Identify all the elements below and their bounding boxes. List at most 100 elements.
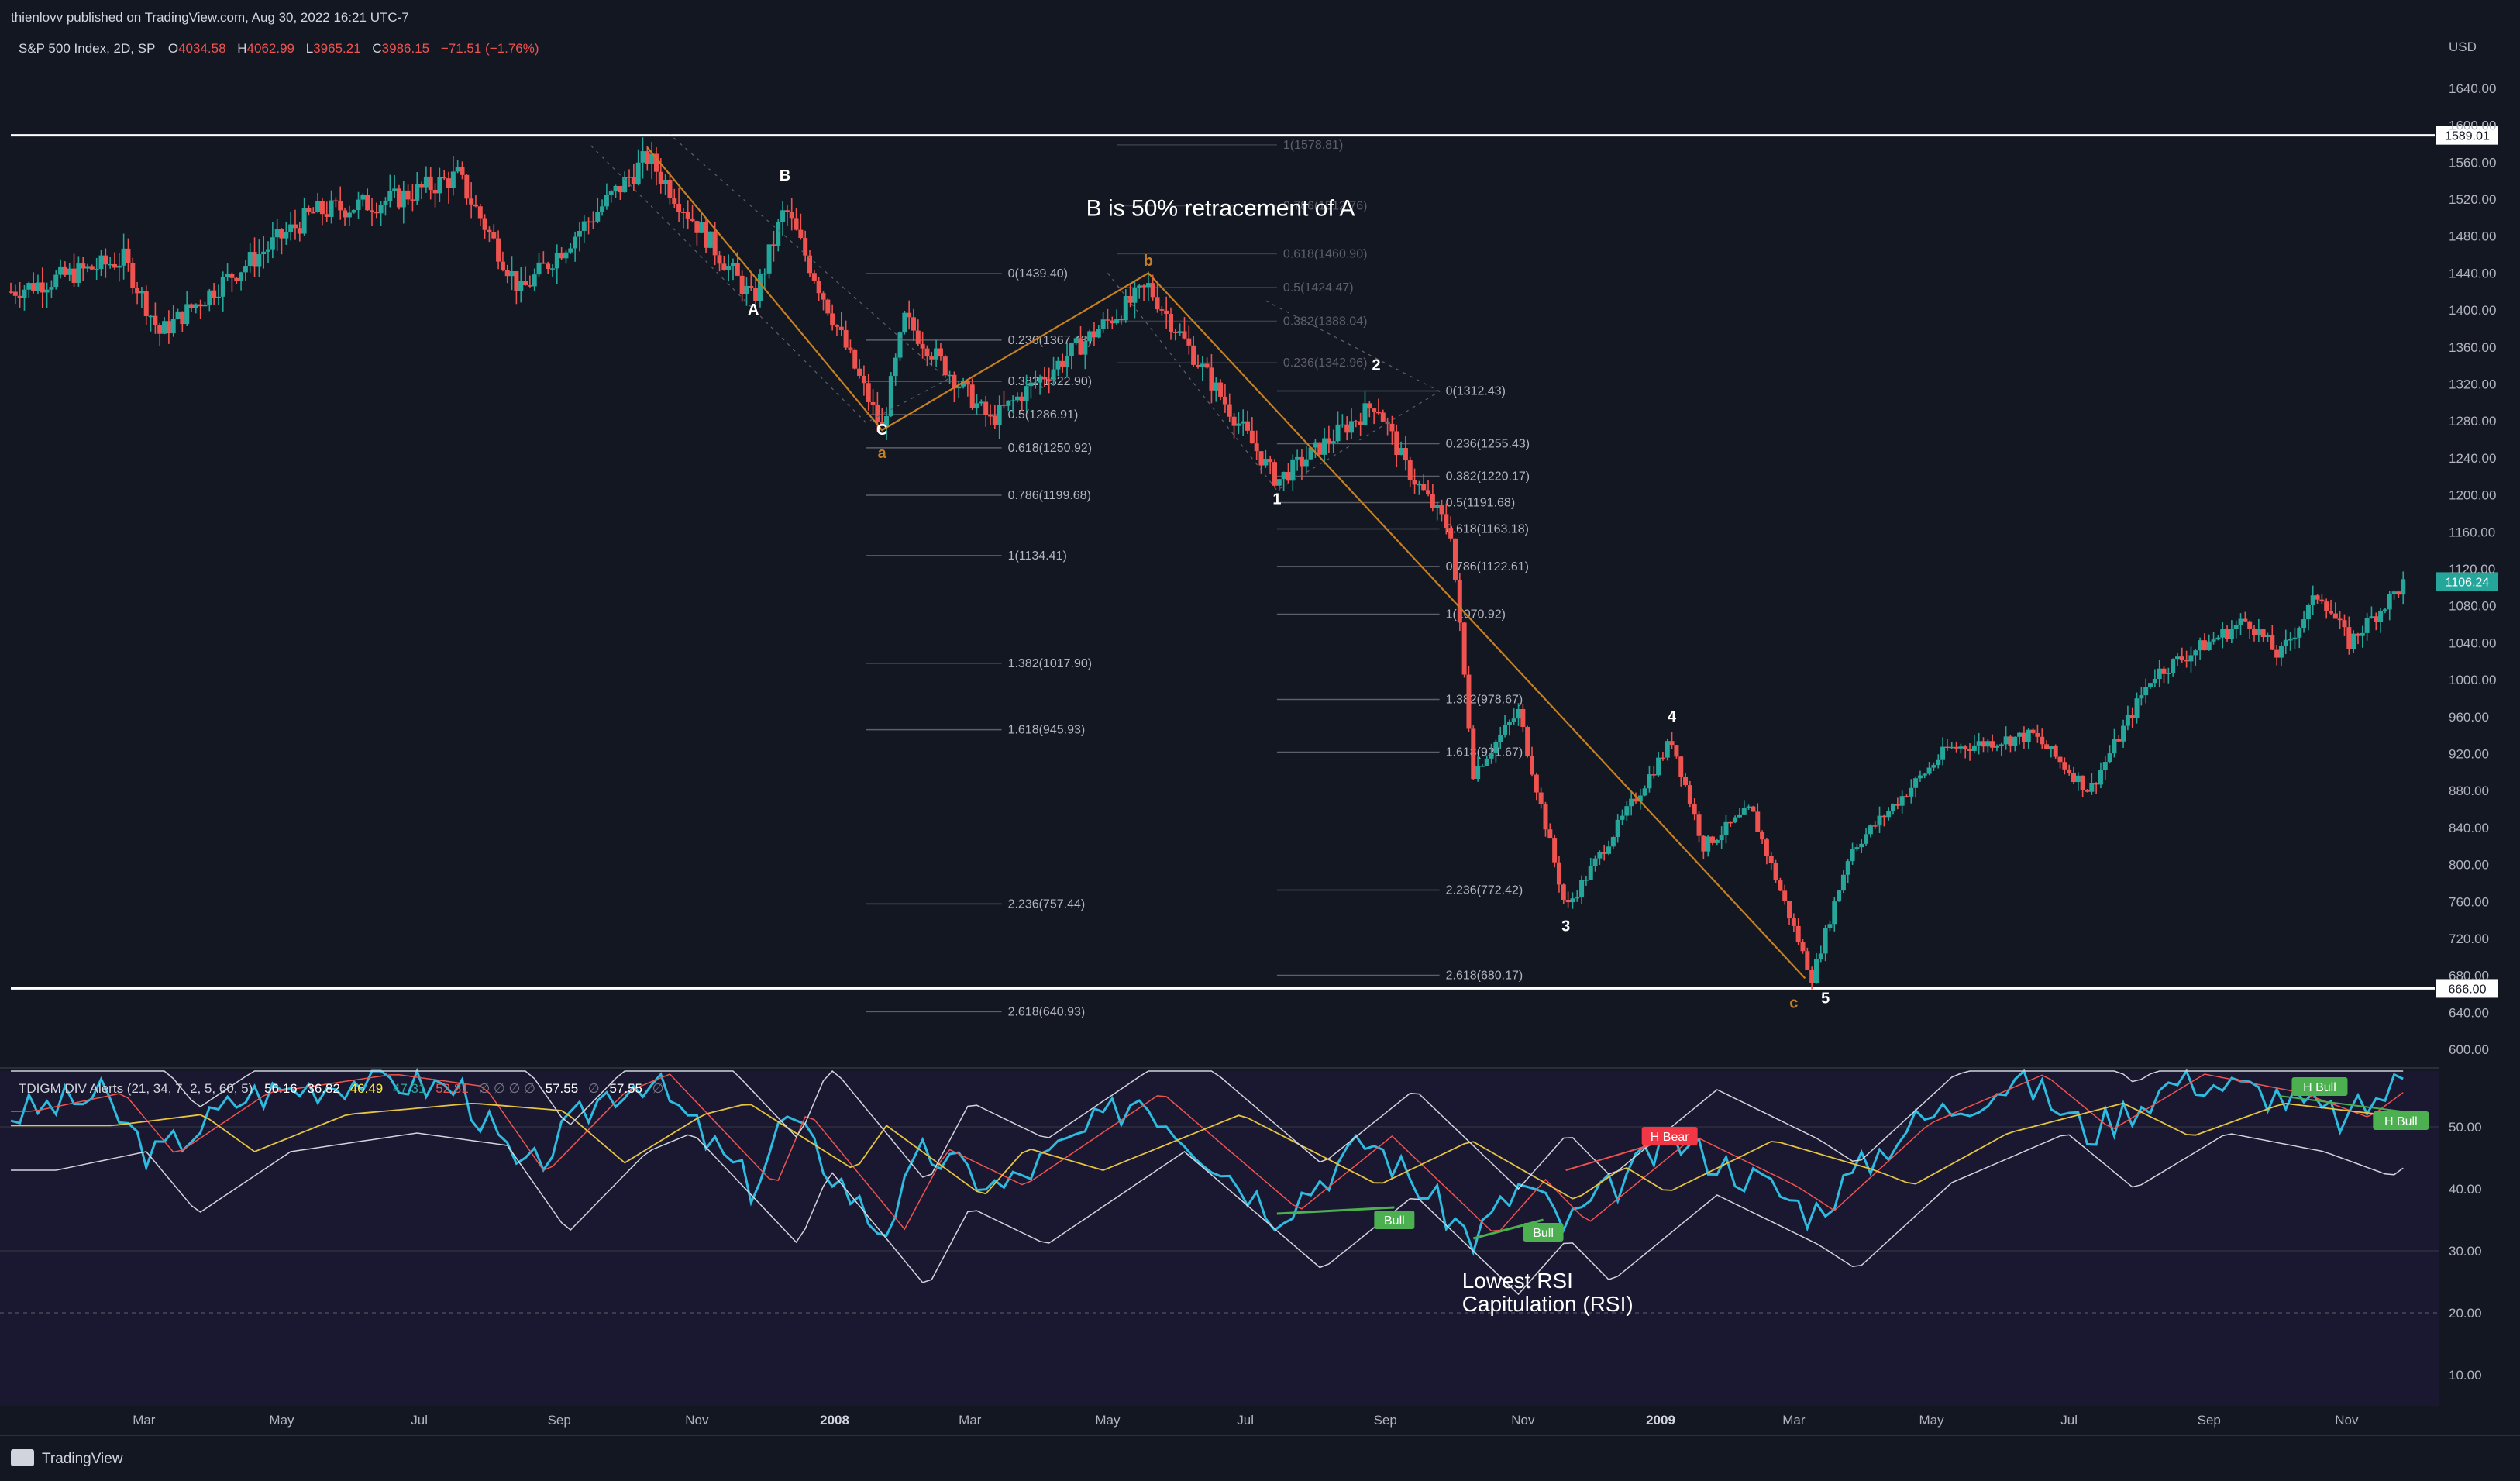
fib-level-label: 0.236(1342.96): [1283, 356, 1368, 370]
candle-body: [44, 289, 50, 293]
candle-body: [2116, 739, 2122, 742]
candle-body: [473, 204, 478, 207]
candle-body: [1859, 843, 1864, 848]
candle-body: [1019, 396, 1024, 402]
candle-body: [1881, 815, 1887, 818]
rsi-tick-label: 10.00: [2449, 1368, 2482, 1383]
candle-body: [428, 176, 433, 190]
last-price-badge: [2436, 572, 2498, 591]
candle-body: [2152, 678, 2157, 684]
candle-body: [469, 198, 474, 205]
candle-body: [830, 313, 835, 325]
horizontal-line-price-text: 666.00: [2449, 983, 2487, 996]
price-tick-label: 600.00: [2449, 1042, 2489, 1057]
candle-body: [784, 210, 790, 212]
rsi-lower-band: [11, 1132, 2404, 1296]
candle-body: [1899, 796, 1905, 806]
candle-body: [1331, 441, 1336, 443]
candle-body: [1299, 456, 1304, 467]
candle-body: [2179, 656, 2184, 660]
tradingview-logo-mark: [11, 1449, 34, 1466]
candle-body: [595, 212, 601, 222]
candle-body: [2089, 783, 2095, 792]
candle-body: [1394, 431, 1399, 456]
candle-body: [1412, 480, 1417, 485]
candle-body: [893, 357, 898, 377]
rsi-trend-line: [11, 1102, 2404, 1200]
labels-layer: A B Ca b 1 2 3 4 5 c B is 50% retracement of A Lowe…: [748, 167, 1830, 1316]
candle-body: [771, 244, 776, 246]
elliott-wave-path[interactable]: [646, 146, 1806, 980]
candle-body: [1055, 360, 1061, 370]
candle-body: [135, 288, 140, 294]
candle-body: [1832, 901, 1837, 925]
candle-body: [1994, 746, 1999, 748]
candle-body: [175, 311, 181, 319]
fib-level-label: 0.786(1122.61): [1446, 560, 1529, 573]
candle-body: [1538, 792, 1544, 804]
price-tick-label: 1560.00: [2449, 155, 2496, 170]
fib-level-label: 2.236(772.42): [1446, 884, 1523, 897]
candle-body: [1773, 863, 1778, 881]
candle-body: [1065, 356, 1070, 367]
candle-body: [934, 348, 939, 360]
close-value: 3986.15: [382, 41, 429, 56]
candle-body: [1091, 331, 1096, 338]
candle-body: [1967, 749, 1973, 751]
candle-body: [343, 210, 348, 218]
candle-body: [1719, 835, 1724, 840]
candle-body: [1864, 834, 1869, 844]
wave-label: 5: [1821, 990, 1830, 1007]
candle-body: [1114, 319, 1120, 324]
candle-body: [53, 274, 59, 288]
candle-body: [1837, 890, 1842, 902]
rsi-upper-band: [11, 1069, 2404, 1190]
candle-body: [721, 263, 727, 270]
fib-level-label: 0.786(1512.76): [1283, 200, 1368, 213]
candle-body: [2026, 729, 2031, 742]
price-tick-label: 1440.00: [2449, 266, 2496, 281]
candle-body: [518, 281, 524, 291]
candle-body: [631, 177, 636, 184]
candle-body: [2112, 739, 2117, 754]
candle-body: [2094, 783, 2099, 785]
candle-body: [1281, 471, 1286, 480]
candle-body: [437, 177, 442, 194]
price-tick-label: 1200.00: [2449, 488, 2496, 503]
fib-level-label: 0.618(1163.18): [1446, 523, 1529, 536]
candle-body: [834, 325, 839, 327]
chart-annotation: B is 50% retracement of A: [1086, 195, 1355, 221]
candle-body: [374, 212, 379, 214]
candle-body: [1172, 331, 1178, 333]
candle-body: [387, 191, 393, 201]
candle-body: [1872, 825, 1878, 827]
candle-body: [1389, 423, 1395, 432]
candle-body: [170, 319, 176, 334]
candle-body: [1493, 742, 1499, 753]
candle-body: [1949, 746, 1954, 749]
candle-body: [1041, 377, 1047, 380]
candle-body: [929, 356, 935, 360]
candle-body: [2166, 673, 2171, 674]
candle-body: [1922, 773, 1927, 776]
candle-body: [1001, 405, 1007, 406]
rsi-annotation: Lowest RSI: [1462, 1269, 1573, 1293]
tradingview-logo[interactable]: TradingView: [11, 1449, 123, 1467]
candle-body: [1511, 718, 1516, 722]
candle-body: [89, 266, 95, 270]
candle-body: [184, 304, 190, 325]
candle-body: [1399, 448, 1404, 456]
symbol-label: S&P 500 Index, 2D, SP: [19, 41, 155, 56]
candle-body: [442, 177, 447, 179]
candle-body: [284, 232, 289, 239]
candle-body: [1286, 471, 1291, 481]
candle-body: [1936, 759, 1941, 766]
candle-body: [627, 177, 632, 178]
candle-body: [2129, 715, 2135, 718]
wave-label: a: [878, 445, 887, 462]
candle-body: [2125, 715, 2130, 726]
price-tick-label: 760.00: [2449, 894, 2489, 909]
candle-body: [2085, 790, 2090, 792]
